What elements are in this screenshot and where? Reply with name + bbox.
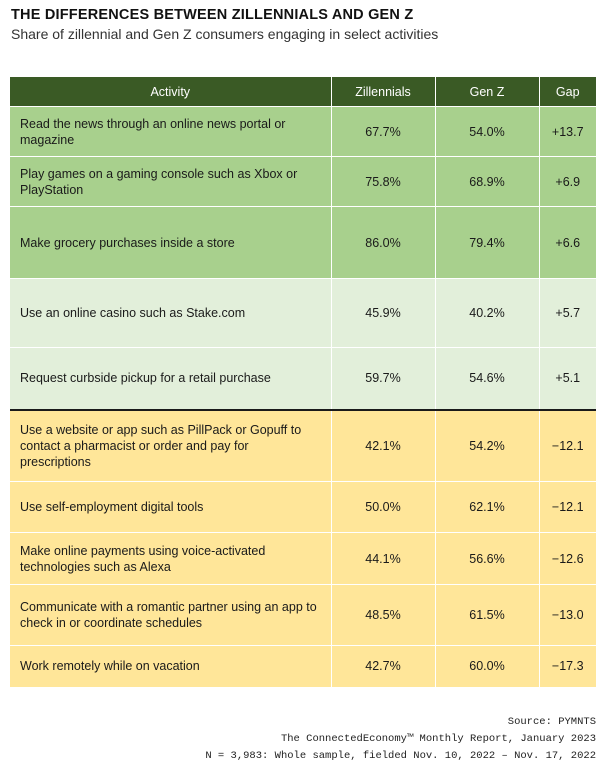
cell-genz: 62.1% [435, 481, 540, 533]
cell-genz: 54.0% [435, 106, 540, 157]
cell-activity: Make online payments using voice-activat… [10, 532, 332, 585]
cell-activity: Use a website or app such as PillPack or… [10, 408, 332, 482]
cell-zillennials: 45.9% [331, 278, 436, 348]
cell-genz: 54.6% [435, 347, 540, 410]
cell-activity: Use self-employment digital tools [10, 481, 332, 533]
table-row: Work remotely while on vacation 42.7% 60.0… [10, 645, 596, 687]
cell-zillennials: 44.1% [331, 532, 436, 585]
table-row: Play games on a gaming console such as X… [10, 156, 596, 207]
table-row: Use self-employment digital tools 50.0% 62… [10, 481, 596, 533]
cell-zillennials: 42.7% [331, 645, 436, 687]
cell-gap: −12.1 [539, 408, 596, 482]
cell-genz: 61.5% [435, 584, 540, 646]
cell-zillennials: 42.1% [331, 408, 436, 482]
cell-zillennials: 59.7% [331, 347, 436, 410]
table-body: Read the news through an online news por… [10, 106, 596, 687]
cell-genz: 54.2% [435, 408, 540, 482]
table-row: Read the news through an online news por… [10, 106, 596, 157]
cell-activity: Communicate with a romantic partner usin… [10, 584, 332, 646]
chart-title: THE DIFFERENCES BETWEEN ZILLENNIALS AND … [11, 7, 414, 23]
cell-gap: +6.6 [539, 206, 596, 279]
cell-activity: Use an online casino such as Stake.com [10, 278, 332, 348]
cell-zillennials: 86.0% [331, 206, 436, 279]
cell-gap: −13.0 [539, 584, 596, 646]
table-row: Communicate with a romantic partner usin… [10, 584, 596, 646]
cell-activity: Make grocery purchases inside a store [10, 206, 332, 279]
source-note: Source: PYMNTS [507, 716, 596, 728]
table-row: Request curbside pickup for a retail pur… [10, 347, 596, 410]
cell-zillennials: 75.8% [331, 156, 436, 207]
cell-gap: −17.3 [539, 645, 596, 687]
cell-genz: 79.4% [435, 206, 540, 279]
cell-gap: −12.6 [539, 532, 596, 585]
column-header-activity: Activity [10, 77, 332, 107]
sample-note: N = 3,983: Whole sample, fielded Nov. 10… [205, 750, 596, 762]
cell-gap: +5.7 [539, 278, 596, 348]
comparison-table: Activity Zillennials Gen Z Gap Read the … [10, 77, 596, 687]
cell-gap: +6.9 [539, 156, 596, 207]
table-row: Use an online casino such as Stake.com 45… [10, 278, 596, 348]
table-row: Use a website or app such as PillPack or… [10, 408, 596, 482]
report-note: The ConnectedEconomy™ Monthly Report, Ja… [280, 733, 596, 745]
table-header-row: Activity Zillennials Gen Z Gap [10, 77, 596, 107]
cell-activity: Play games on a gaming console such as X… [10, 156, 332, 207]
cell-genz: 68.9% [435, 156, 540, 207]
cell-gap: +5.1 [539, 347, 596, 410]
cell-genz: 60.0% [435, 645, 540, 687]
cell-gap: +13.7 [539, 106, 596, 157]
table-row: Make online payments using voice-activat… [10, 532, 596, 585]
table-row: Make grocery purchases inside a store 86.… [10, 206, 596, 279]
column-header-gap: Gap [539, 77, 596, 107]
cell-zillennials: 67.7% [331, 106, 436, 157]
cell-activity: Request curbside pickup for a retail pur… [10, 347, 332, 410]
column-header-zillennials: Zillennials [331, 77, 436, 107]
chart-subtitle: Share of zillennial and Gen Z consumers … [11, 26, 439, 42]
cell-genz: 40.2% [435, 278, 540, 348]
cell-zillennials: 50.0% [331, 481, 436, 533]
cell-activity: Read the news through an online news por… [10, 106, 332, 157]
cell-genz: 56.6% [435, 532, 540, 585]
cell-zillennials: 48.5% [331, 584, 436, 646]
column-header-genz: Gen Z [435, 77, 540, 107]
cell-activity: Work remotely while on vacation [10, 645, 332, 687]
cell-gap: −12.1 [539, 481, 596, 533]
